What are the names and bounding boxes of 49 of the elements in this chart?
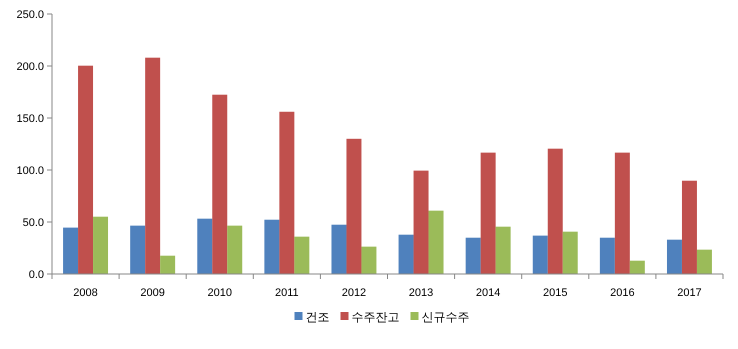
bar (614, 152, 630, 274)
x-tick-label: 2014 (476, 287, 500, 299)
x-tick-label: 2017 (677, 287, 702, 299)
y-tick-label: 50.0 (22, 217, 44, 229)
y-tick-label: 200.0 (16, 61, 44, 73)
bar (414, 170, 429, 274)
bar (63, 228, 78, 274)
y-tick-label: 0.0 (28, 269, 44, 281)
legend-label: 신규수주 (422, 310, 470, 324)
x-tick-label: 2016 (610, 287, 635, 299)
x-tick-label: 2015 (543, 287, 568, 299)
bar (78, 66, 94, 274)
bar (160, 256, 176, 274)
bar (197, 218, 212, 274)
bar (145, 58, 160, 274)
bar (666, 240, 682, 274)
x-tick-label: 2011 (275, 287, 299, 299)
legend-label: 수주잔고 (352, 310, 400, 324)
y-tick-label: 100.0 (16, 165, 44, 177)
bar (600, 238, 615, 274)
bar (331, 224, 346, 274)
bar (264, 220, 280, 274)
bar (398, 234, 414, 274)
bar (227, 226, 242, 274)
bar (93, 216, 108, 274)
bar (496, 226, 511, 274)
bar (130, 226, 146, 274)
x-tick-label: 2013 (408, 287, 434, 299)
bar (696, 250, 712, 274)
bar (562, 232, 578, 274)
x-tick-label: 2010 (208, 287, 232, 299)
bar (466, 238, 481, 274)
legend-label: 건조 (306, 310, 330, 324)
bar (480, 152, 496, 274)
bar (682, 180, 697, 274)
bar (428, 210, 444, 274)
bar (294, 236, 310, 274)
bar (532, 236, 548, 274)
bar (346, 138, 362, 274)
y-tick-label: 250.0 (16, 9, 44, 21)
y-tick-label: 150.0 (16, 113, 44, 125)
x-tick-label: 2012 (342, 287, 366, 299)
x-tick-label: 2009 (140, 287, 165, 299)
bar (630, 260, 645, 274)
bar (279, 112, 294, 274)
x-tick-label: 2008 (73, 287, 98, 299)
bar (212, 94, 228, 274)
bar (548, 148, 563, 274)
bar (361, 246, 376, 274)
